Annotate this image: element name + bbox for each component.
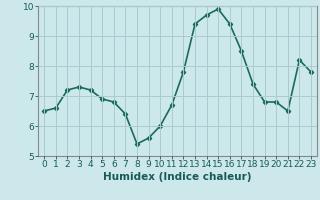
X-axis label: Humidex (Indice chaleur): Humidex (Indice chaleur) <box>103 172 252 182</box>
